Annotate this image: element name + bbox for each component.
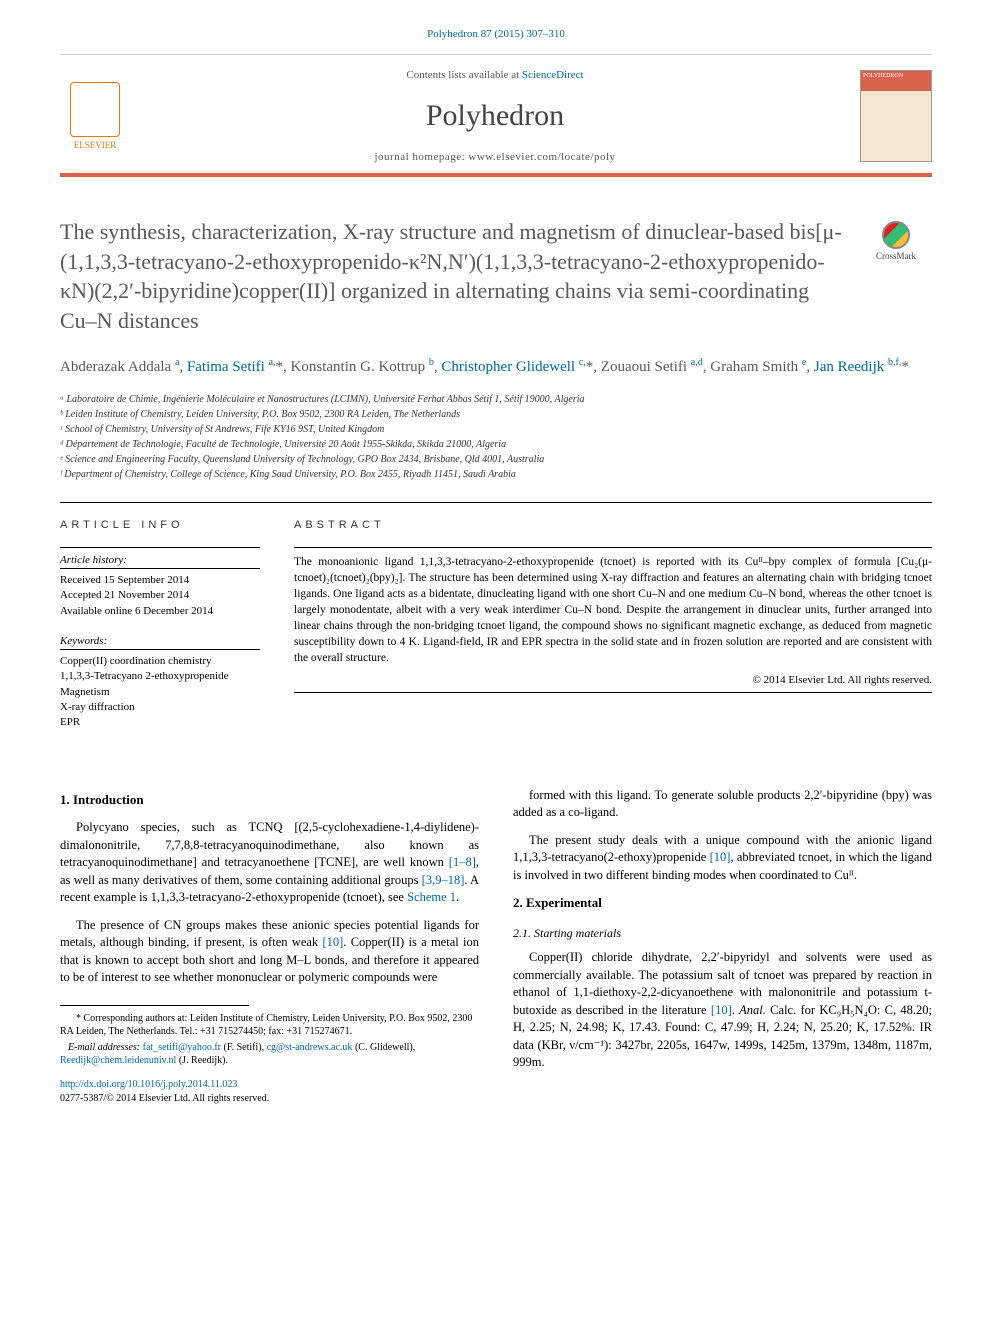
footnotes: * Corresponding authors at: Leiden Insti… xyxy=(60,1012,479,1068)
journal-header: ELSEVIER Contents lists available at Sci… xyxy=(60,54,932,177)
doi-link[interactable]: http://dx.doi.org/10.1016/j.poly.2014.11… xyxy=(60,1079,237,1090)
journal-reference: Polyhedron 87 (2015) 307–310 xyxy=(60,28,932,40)
contents-prefix: Contents lists available at xyxy=(406,69,521,81)
intro-p2: The presence of CN groups makes these an… xyxy=(60,917,479,987)
keywords-label: Keywords: xyxy=(60,635,260,650)
issn-copyright: 0277-5387/© 2014 Elsevier Ltd. All right… xyxy=(60,1093,269,1104)
body-left-column: 1. Introduction Polycyano species, such … xyxy=(60,787,479,1106)
intro-heading: 1. Introduction xyxy=(60,791,479,809)
publisher-logo[interactable]: ELSEVIER xyxy=(60,76,130,156)
article-history-label: Article history: xyxy=(60,554,260,569)
emails-label: E-mail addresses: xyxy=(68,1042,143,1053)
journal-name: Polyhedron xyxy=(130,99,860,133)
intro-p4: The present study deals with a unique co… xyxy=(513,832,932,885)
affiliation-list: ᵃ Laboratoire de Chimie, Ingénierie Molé… xyxy=(60,392,932,482)
intro-p1: Polycyano species, such as TCNQ [(2,5-cy… xyxy=(60,819,479,907)
cover-label: POLYHEDRON xyxy=(863,73,903,79)
publisher-name: ELSEVIER xyxy=(74,140,117,150)
email-addresses: E-mail addresses: fat_setifi@yahoo.fr (F… xyxy=(60,1041,479,1068)
abstract-block: abstract The monoanionic ligand 1,1,3,3-… xyxy=(294,519,932,747)
elsevier-tree-icon xyxy=(70,82,120,137)
author-list: Abderazak Addala a, Fatima Setifi a,*, K… xyxy=(60,356,932,378)
article-history: Received 15 September 2014Accepted 21 No… xyxy=(60,573,260,619)
keywords-list: Copper(II) coordination chemistry1,1,3,3… xyxy=(60,654,260,731)
crossmark-badge[interactable]: CrossMark xyxy=(860,221,932,261)
crossmark-label: CrossMark xyxy=(876,251,916,261)
abstract-heading: abstract xyxy=(294,519,932,531)
journal-cover-thumbnail[interactable]: POLYHEDRON xyxy=(860,70,932,162)
journal-homepage: journal homepage: www.elsevier.com/locat… xyxy=(130,151,860,163)
corresponding-author-note: * Corresponding authors at: Leiden Insti… xyxy=(60,1012,479,1039)
intro-p3: formed with this ligand. To generate sol… xyxy=(513,787,932,822)
article-info-block: article info Article history: Received 1… xyxy=(60,519,260,747)
starting-materials-heading: 2.1. Starting materials xyxy=(513,925,932,942)
starting-materials-p: Copper(II) chloride dihydrate, 2,2′-bipy… xyxy=(513,949,932,1072)
contents-available: Contents lists available at ScienceDirec… xyxy=(130,69,860,81)
crossmark-icon xyxy=(882,221,910,249)
sciencedirect-link[interactable]: ScienceDirect xyxy=(522,69,584,81)
body-right-column: formed with this ligand. To generate sol… xyxy=(513,787,932,1106)
abstract-text: The monoanionic ligand 1,1,3,3-tetracyan… xyxy=(294,554,932,667)
article-info-heading: article info xyxy=(60,519,260,531)
abstract-copyright: © 2014 Elsevier Ltd. All rights reserved… xyxy=(294,674,932,686)
article-title: The synthesis, characterization, X-ray s… xyxy=(60,217,932,336)
experimental-heading: 2. Experimental xyxy=(513,894,932,912)
